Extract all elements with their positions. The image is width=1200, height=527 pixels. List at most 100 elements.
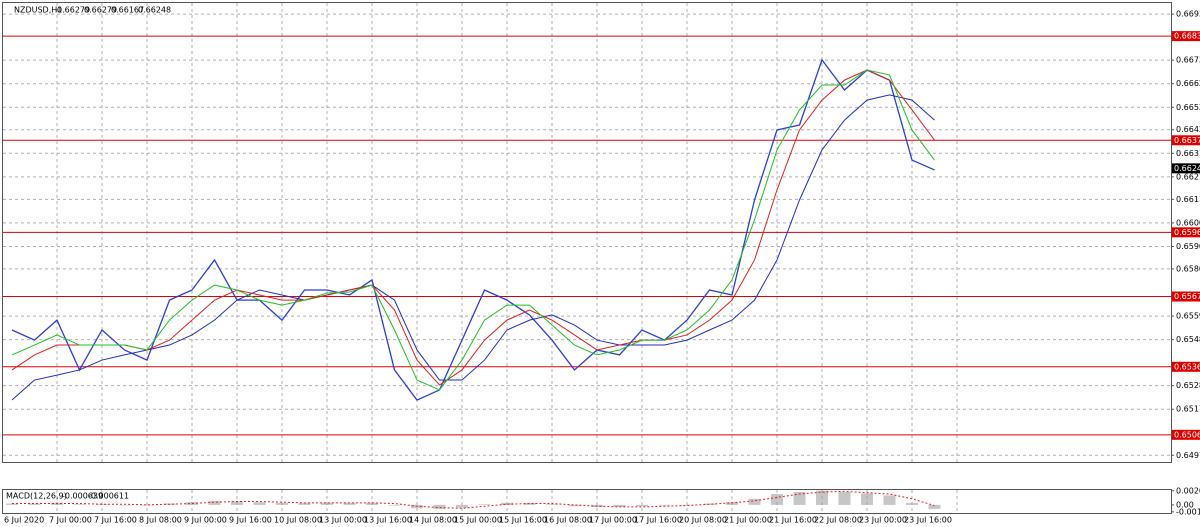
x-tick-label: 16 Jul 08:00 <box>544 516 592 525</box>
macd-bar <box>298 502 311 505</box>
y-tick-label: 0.66210 <box>1176 172 1200 181</box>
macd-title: MACD(12,26,9) <box>6 492 67 501</box>
moving-average <box>11 69 935 386</box>
x-tick-label: 9 Jul 00:00 <box>184 516 227 525</box>
x-tick-label: 21 Jul 16:00 <box>769 516 817 525</box>
y-tick-label: 0.66315 <box>1176 149 1200 158</box>
macd-signal <box>12 490 935 509</box>
x-tick-label: 8 Jul 08:00 <box>139 516 182 525</box>
macd-bar <box>861 493 873 505</box>
moving-average <box>11 94 935 401</box>
macd-reading: -0.000639 <box>62 492 103 501</box>
macd-bar <box>793 492 806 505</box>
macd-bar <box>928 504 941 509</box>
level-label: 0.66837 <box>1174 32 1200 41</box>
moving-average <box>11 69 935 391</box>
x-tick-label: 23 Jul 16:00 <box>904 516 952 525</box>
text-layer: NZDUSD,H1 0.66279 0.66279 0.66167 0.6624… <box>4 6 1200 525</box>
x-tick-label: 9 Jul 16:00 <box>229 516 272 525</box>
level-label: 0.65963 <box>1174 228 1200 237</box>
symbol-title: NZDUSD,H1 <box>14 6 62 15</box>
macd-bar <box>208 500 221 505</box>
macd-bar <box>96 504 108 505</box>
x-tick-label: 20 Jul 08:00 <box>679 516 727 525</box>
macd-bar <box>433 504 446 509</box>
y-tick-label: 0.65485 <box>1176 335 1200 344</box>
level-label: 0.65364 <box>1174 362 1200 371</box>
y-tick-label: 0.002089 <box>1176 486 1200 495</box>
y-tick-label: 0.65900 <box>1176 242 1200 251</box>
x-tick-label: 10 Jul 08:00 <box>274 516 322 525</box>
macd-bar <box>343 502 356 505</box>
macd-bar <box>658 504 671 506</box>
macd-bar <box>253 502 266 505</box>
macd-bar <box>523 502 536 505</box>
level-label: 0.66373 <box>1174 136 1200 145</box>
ohlc-high: 0.66279 <box>84 6 117 15</box>
x-tick-label: 15 Jul 16:00 <box>499 516 547 525</box>
y-tick-label: 0.65590 <box>1176 312 1200 321</box>
level-tag <box>1172 31 1200 42</box>
macd-bar <box>703 503 716 505</box>
macd-bar <box>771 494 783 505</box>
y-tick-label: 0.65175 <box>1176 405 1200 414</box>
level-tag <box>1172 227 1200 238</box>
macd-bar <box>838 492 851 505</box>
macd-bar <box>231 501 243 505</box>
level-tag <box>1172 135 1200 146</box>
macd-bar <box>456 504 468 508</box>
y-tick-label: 0.65280 <box>1176 381 1200 390</box>
macd-bar <box>6 503 18 505</box>
macd-bar <box>613 504 626 507</box>
y-tick-label: 0.64970 <box>1176 451 1200 460</box>
mark-layer <box>3 35 1171 509</box>
price-line <box>11 58 935 401</box>
last-price-tag <box>1172 163 1200 174</box>
macd-bar <box>366 502 378 505</box>
level-tag <box>1172 291 1200 302</box>
macd-bar <box>141 504 153 506</box>
macd-panel <box>2 489 1172 514</box>
macd-bar <box>276 502 288 505</box>
macd-bar <box>321 502 333 505</box>
macd-bar <box>568 504 581 507</box>
y-tick-label: 0.66625 <box>1176 79 1200 88</box>
x-tick-label: 6 Jul 2020 <box>4 516 44 525</box>
x-tick-label: 13 Jul 00:00 <box>319 516 367 525</box>
x-tick-label: 15 Jul 00:00 <box>454 516 502 525</box>
macd-bar <box>546 504 558 505</box>
ohlc-open: 0.66279 <box>57 6 90 15</box>
y-tick-label: -0.001030 <box>1176 507 1200 516</box>
macd-bar <box>478 504 491 505</box>
level-tag <box>1172 361 1200 372</box>
x-tick-label: 14 Jul 08:00 <box>409 516 457 525</box>
x-tick-label: 22 Jul 08:00 <box>814 516 862 525</box>
macd-reading: -0.000611 <box>88 492 129 501</box>
level-label: 0.65677 <box>1174 292 1200 301</box>
y-tick-label: 0.66935 <box>1176 10 1200 19</box>
macd-bar <box>906 502 918 505</box>
y-tick-label: 0.00 <box>1176 500 1194 509</box>
x-tick-label: 17 Jul 00:00 <box>589 516 637 525</box>
x-tick-label: 13 Jul 16:00 <box>364 516 412 525</box>
level-label: 0.65061 <box>1174 430 1200 439</box>
x-tick-label: 23 Jul 00:00 <box>859 516 907 525</box>
x-tick-label: 21 Jul 00:00 <box>724 516 772 525</box>
y-tick-label: 0.66110 <box>1176 195 1200 204</box>
macd-bar <box>73 504 86 505</box>
macd-bar <box>501 502 513 505</box>
y-tick-label: 0.66005 <box>1176 218 1200 227</box>
macd-bar <box>28 503 41 505</box>
last-price: 0.66248 <box>1174 164 1200 173</box>
x-tick-label: 7 Jul 00:00 <box>49 516 92 525</box>
ohlc-close: 0.66248 <box>138 6 171 15</box>
macd-bar <box>681 504 693 506</box>
macd-bar <box>816 490 828 505</box>
macd-bar <box>883 495 896 505</box>
macd-bar <box>118 504 131 506</box>
level-tag <box>1172 429 1200 440</box>
macd-bar <box>748 498 761 505</box>
macd-bar <box>388 504 401 506</box>
y-tick-label: 0.66420 <box>1176 125 1200 134</box>
